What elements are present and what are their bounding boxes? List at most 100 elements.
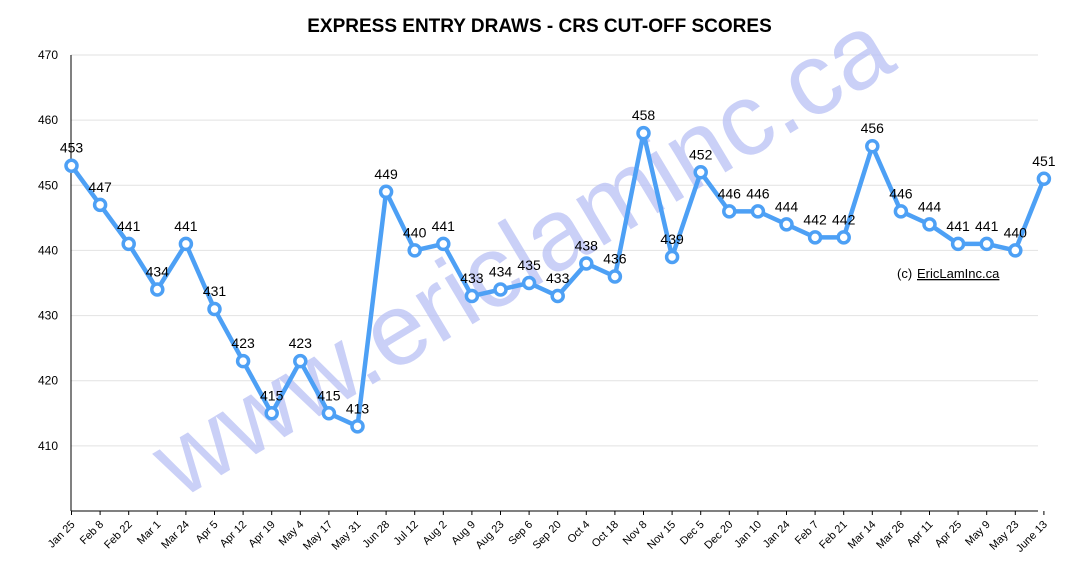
data-points xyxy=(64,125,1052,434)
data-label-28: 456 xyxy=(861,120,885,136)
data-point-27 xyxy=(836,230,851,245)
x-tick-label-4: Mar 24 xyxy=(159,519,192,552)
data-label-20: 458 xyxy=(632,107,656,123)
data-label-25: 444 xyxy=(775,198,799,214)
data-point-0 xyxy=(64,158,79,173)
x-tick-label-0: Jan 25 xyxy=(46,519,78,551)
data-label-2: 441 xyxy=(117,218,141,234)
data-point-10 xyxy=(350,419,365,434)
x-tick-label-27: Feb 21 xyxy=(817,519,850,552)
x-tick-label-29: Mar 26 xyxy=(874,519,907,552)
data-point-15 xyxy=(493,282,508,297)
data-label-34: 451 xyxy=(1032,153,1056,169)
gridlines xyxy=(71,54,1038,447)
x-tick-label-17: Sep 20 xyxy=(531,519,564,552)
data-label-12: 440 xyxy=(403,224,427,240)
data-label-4: 441 xyxy=(174,218,198,234)
axes xyxy=(70,55,1038,512)
data-label-14: 433 xyxy=(460,270,484,286)
y-tick-label-4: 450 xyxy=(38,178,58,192)
data-point-13 xyxy=(436,236,451,252)
data-label-31: 441 xyxy=(946,218,970,234)
data-label-0: 453 xyxy=(60,140,84,156)
copyright-note: (c) EricLamInc.ca xyxy=(897,266,1000,281)
data-point-29 xyxy=(893,204,909,219)
x-tick-label-19: Oct 18 xyxy=(590,519,621,550)
data-point-6 xyxy=(235,353,251,369)
data-point-9 xyxy=(321,406,337,421)
y-tick-label-1: 420 xyxy=(38,374,58,388)
data-point-20 xyxy=(636,125,651,141)
x-tick-label-12: Jul 12 xyxy=(392,519,421,548)
data-label-13: 441 xyxy=(432,218,456,234)
data-label-1: 447 xyxy=(88,179,112,195)
data-label-6: 423 xyxy=(231,335,255,351)
data-point-26 xyxy=(807,230,823,245)
copyright-prefix: (c) xyxy=(897,266,912,281)
data-label-22: 452 xyxy=(689,146,713,162)
y-tick-label-2: 430 xyxy=(38,309,58,323)
data-label-18: 438 xyxy=(575,237,599,253)
data-labels: 453 447 441 434 441 431 423 415 423 415 413 449 440 4… xyxy=(60,107,1056,416)
data-label-7: 415 xyxy=(260,387,284,403)
data-point-32 xyxy=(979,236,994,252)
data-point-23 xyxy=(722,204,737,219)
x-tick-label-7: Apr 19 xyxy=(246,519,277,550)
data-point-25 xyxy=(779,217,794,232)
data-point-21 xyxy=(664,249,680,265)
data-point-30 xyxy=(922,217,937,232)
data-point-2 xyxy=(121,236,136,252)
x-tick-label-34: June 13 xyxy=(1014,519,1050,555)
x-tick-label-10: May 31 xyxy=(330,519,364,553)
x-tick-label-31: Apr 25 xyxy=(933,519,964,550)
y-tick-label-6: 470 xyxy=(38,48,58,62)
data-point-16 xyxy=(521,275,537,291)
data-point-7 xyxy=(264,406,279,421)
data-label-9: 415 xyxy=(317,387,341,403)
x-tick-label-30: Apr 11 xyxy=(905,519,936,550)
data-point-24 xyxy=(750,204,766,219)
x-tick-label-25: Jan 24 xyxy=(761,519,793,551)
data-point-18 xyxy=(579,256,594,271)
data-point-33 xyxy=(1008,243,1023,258)
data-label-32: 441 xyxy=(975,218,999,234)
data-point-17 xyxy=(550,288,565,304)
data-label-3: 434 xyxy=(146,264,170,280)
data-point-19 xyxy=(607,269,623,284)
x-tick-label-11: Jun 28 xyxy=(360,519,392,551)
x-tick-label-21: Nov 15 xyxy=(645,519,678,552)
data-point-5 xyxy=(207,301,222,317)
data-label-29: 446 xyxy=(889,185,913,201)
data-label-15: 434 xyxy=(489,264,513,280)
data-point-3 xyxy=(150,282,165,297)
data-label-27: 442 xyxy=(832,211,856,227)
data-label-26: 442 xyxy=(803,211,827,227)
data-label-21: 439 xyxy=(660,231,684,247)
data-point-14 xyxy=(464,288,480,304)
y-tick-label-5: 460 xyxy=(38,113,58,127)
data-label-19: 436 xyxy=(603,250,627,266)
x-tick-label-9: May 17 xyxy=(301,519,335,553)
data-label-17: 433 xyxy=(546,270,570,286)
data-point-11 xyxy=(378,184,394,200)
x-tick-label-23: Dec 20 xyxy=(702,519,735,552)
x-tick-label-13: Aug 2 xyxy=(421,519,450,548)
data-label-10: 413 xyxy=(346,400,370,416)
data-point-4 xyxy=(178,236,194,252)
data-point-28 xyxy=(865,138,880,154)
copyright-link[interactable]: EricLamInc.ca xyxy=(917,266,1000,281)
data-point-8 xyxy=(293,353,308,369)
data-label-23: 446 xyxy=(718,185,742,201)
data-point-1 xyxy=(92,197,108,213)
x-tick-label-15: Aug 23 xyxy=(473,519,506,552)
data-label-33: 440 xyxy=(1004,224,1028,240)
x-tick-label-2: Feb 22 xyxy=(102,519,135,552)
x-tick-label-24: Jan 10 xyxy=(732,519,764,551)
data-label-8: 423 xyxy=(289,335,313,351)
data-point-12 xyxy=(407,243,422,258)
data-point-34 xyxy=(1036,171,1052,187)
chart-title: EXPRESS ENTRY DRAWS - CRS CUT-OFF SCORES xyxy=(307,16,772,37)
y-axis-ticks: 410 420 430 440 450 460 470 xyxy=(38,48,58,453)
